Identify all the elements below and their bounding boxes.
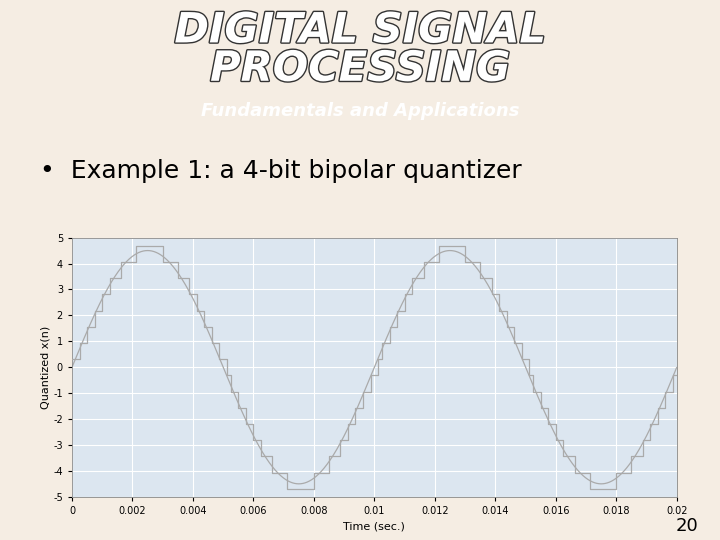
Text: •  Example 1: a 4-bit bipolar quantizer: • Example 1: a 4-bit bipolar quantizer bbox=[40, 159, 521, 183]
Text: 20: 20 bbox=[675, 517, 698, 535]
Y-axis label: Quantized x(n): Quantized x(n) bbox=[40, 326, 50, 409]
Text: DIGITAL SIGNAL: DIGITAL SIGNAL bbox=[174, 9, 546, 51]
Text: PROCESSING: PROCESSING bbox=[210, 48, 510, 90]
Text: Fundamentals and Applications: Fundamentals and Applications bbox=[201, 102, 519, 120]
X-axis label: Time (sec.): Time (sec.) bbox=[343, 522, 405, 531]
